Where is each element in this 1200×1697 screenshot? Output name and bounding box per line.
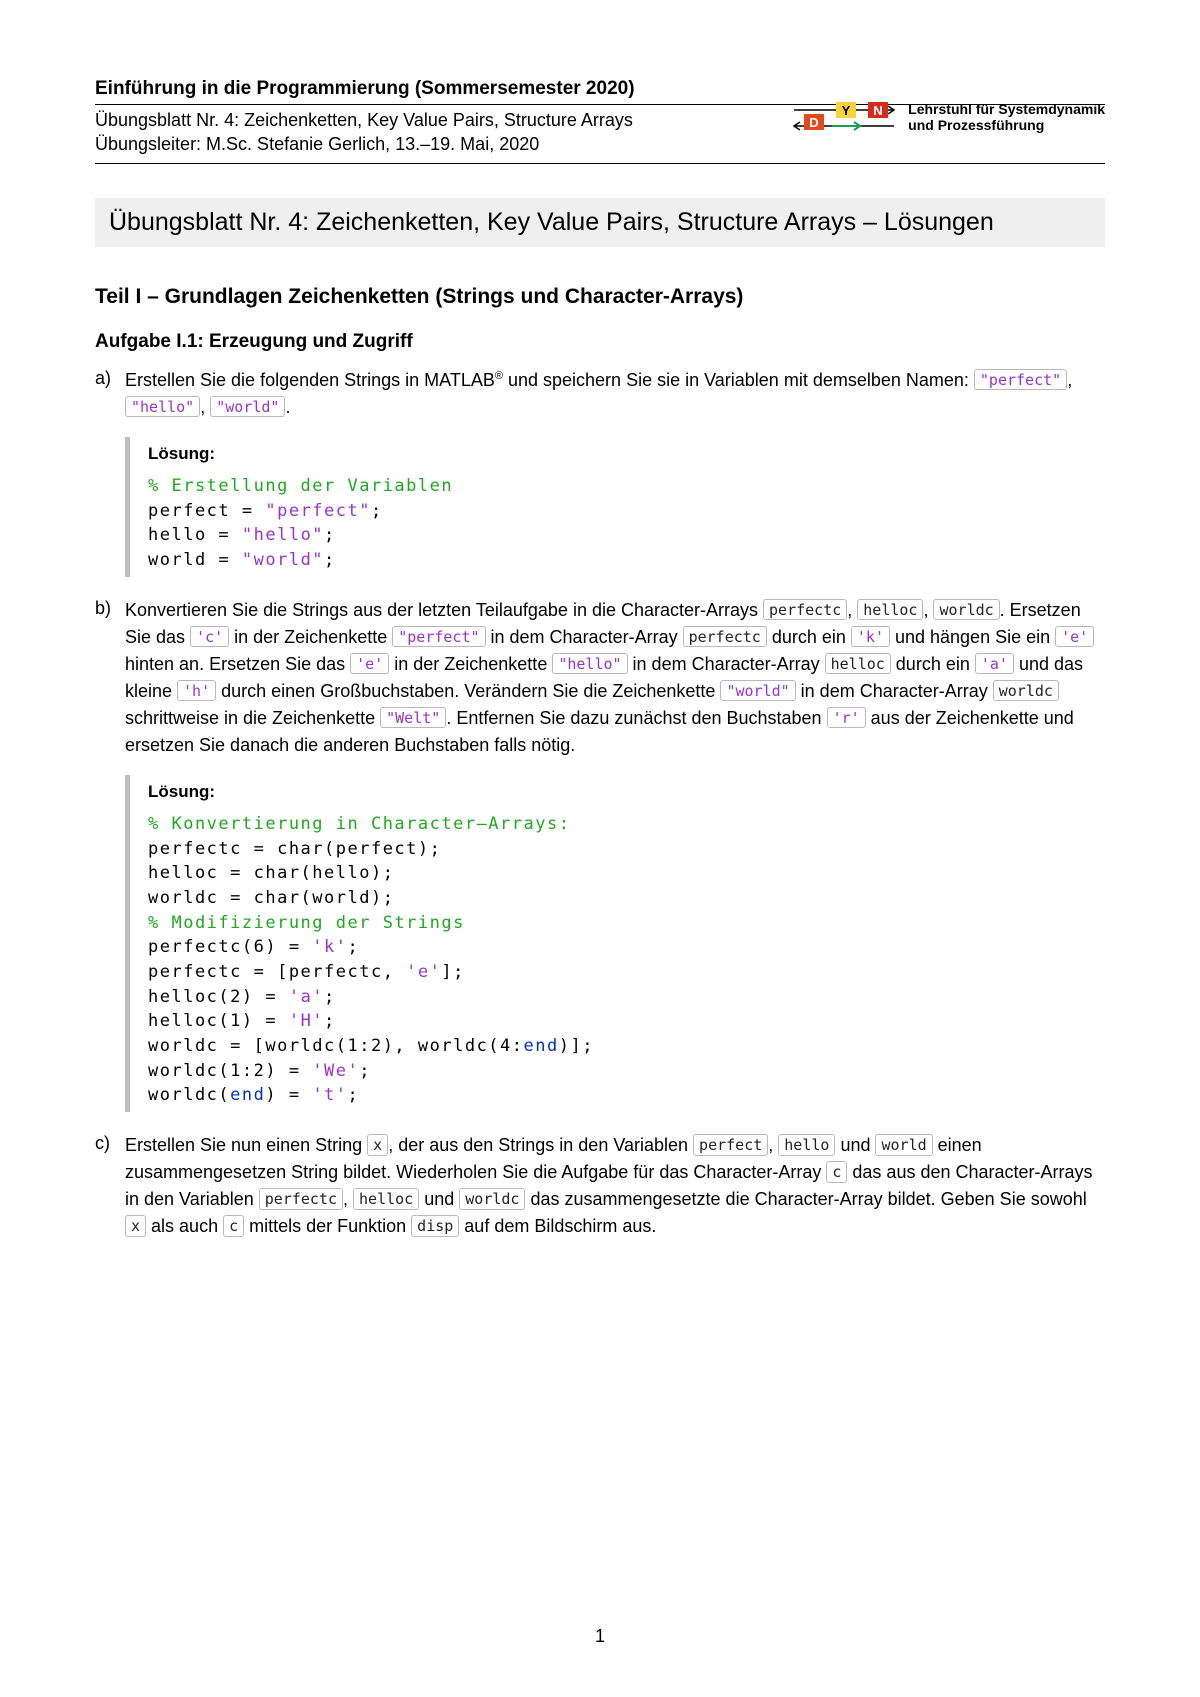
document-header: Einführung in die Programmierung (Sommer… bbox=[95, 78, 1105, 164]
inline-code: 'r' bbox=[827, 707, 866, 729]
instructor-line: Übungsleiter: M.Sc. Stefanie Gerlich, 13… bbox=[95, 132, 1105, 156]
code-block-a: % Erstellung der Variablen perfect = "pe… bbox=[148, 474, 1105, 573]
inline-code: "Welt" bbox=[380, 707, 446, 729]
item-label-c: c) bbox=[95, 1132, 125, 1240]
svg-text:D: D bbox=[809, 115, 818, 130]
inline-code: "world" bbox=[720, 680, 795, 702]
item-body-c: Erstellen Sie nun einen String x, der au… bbox=[125, 1132, 1105, 1240]
inline-code: c bbox=[223, 1215, 244, 1237]
task-item-b: b) Konvertieren Sie die Strings aus der … bbox=[95, 597, 1105, 1112]
inline-code: "perfect" bbox=[974, 369, 1067, 391]
solution-heading: Lösung: bbox=[148, 441, 1105, 467]
task-heading: Aufgabe I.1: Erzeugung und Zugriff bbox=[95, 331, 1105, 353]
chair-logo: D Y N Lehrstuhl für Systemdynamik und Pr… bbox=[790, 100, 1105, 134]
inline-code: 'a' bbox=[975, 653, 1014, 675]
inline-code: 'h' bbox=[177, 680, 216, 702]
inline-code: 'k' bbox=[851, 626, 890, 648]
reg-mark: ® bbox=[495, 370, 503, 382]
inline-code: world bbox=[875, 1134, 932, 1156]
inline-code: perfectc bbox=[763, 599, 847, 621]
page-number: 1 bbox=[0, 1626, 1200, 1647]
code-block-b: % Konvertierung in Character—Arrays: per… bbox=[148, 812, 1105, 1108]
inline-code: helloc bbox=[857, 599, 923, 621]
chair-name: Lehrstuhl für Systemdynamik und Prozessf… bbox=[908, 101, 1105, 133]
inline-code: helloc bbox=[825, 653, 891, 675]
text-a-1: Erstellen Sie die folgenden Strings in M… bbox=[125, 370, 495, 390]
solution-heading: Lösung: bbox=[148, 779, 1105, 805]
svg-text:N: N bbox=[873, 103, 882, 118]
dyn-logo-icon: D Y N bbox=[790, 100, 900, 134]
title-banner: Übungsblatt Nr. 4: Zeichenketten, Key Va… bbox=[95, 198, 1105, 247]
inline-code: "hello" bbox=[125, 396, 200, 418]
item-label-b: b) bbox=[95, 597, 125, 1112]
inline-code: c bbox=[826, 1161, 847, 1183]
inline-code: x bbox=[125, 1215, 146, 1237]
solution-block-b: Lösung: % Konvertierung in Character—Arr… bbox=[125, 775, 1105, 1112]
text-a-2: und speichern Sie sie in Variablen mit d… bbox=[503, 370, 974, 390]
solution-block-a: Lösung: % Erstellung der Variablen perfe… bbox=[125, 437, 1105, 577]
course-title: Einführung in die Programmierung (Sommer… bbox=[95, 78, 1105, 100]
section-heading: Teil I – Grundlagen Zeichenketten (Strin… bbox=[95, 285, 1105, 309]
inline-code: "hello" bbox=[552, 653, 627, 675]
inline-code: x bbox=[367, 1134, 388, 1156]
inline-code: perfect bbox=[693, 1134, 768, 1156]
inline-code: 'e' bbox=[350, 653, 389, 675]
inline-code: 'c' bbox=[190, 626, 229, 648]
inline-code: helloc bbox=[353, 1188, 419, 1210]
task-item-a: a) Erstellen Sie die folgenden Strings i… bbox=[95, 367, 1105, 577]
inline-code: worldc bbox=[459, 1188, 525, 1210]
inline-code: perfectc bbox=[683, 626, 767, 648]
inline-code: "world" bbox=[210, 396, 285, 418]
inline-code: perfectc bbox=[259, 1188, 343, 1210]
chair-name-line2: und Prozessführung bbox=[908, 117, 1044, 133]
inline-code: 'e' bbox=[1055, 626, 1094, 648]
task-item-c: c) Erstellen Sie nun einen String x, der… bbox=[95, 1132, 1105, 1240]
chair-name-line1: Lehrstuhl für Systemdynamik bbox=[908, 101, 1105, 117]
inline-code: hello bbox=[778, 1134, 835, 1156]
item-body-b: Konvertieren Sie die Strings aus der let… bbox=[125, 597, 1105, 1112]
inline-code: worldc bbox=[993, 680, 1059, 702]
inline-code: disp bbox=[411, 1215, 459, 1237]
inline-code: worldc bbox=[933, 599, 999, 621]
svg-text:Y: Y bbox=[842, 103, 851, 118]
inline-code: "perfect" bbox=[392, 626, 485, 648]
item-label-a: a) bbox=[95, 367, 125, 577]
item-body-a: Erstellen Sie die folgenden Strings in M… bbox=[125, 367, 1105, 577]
